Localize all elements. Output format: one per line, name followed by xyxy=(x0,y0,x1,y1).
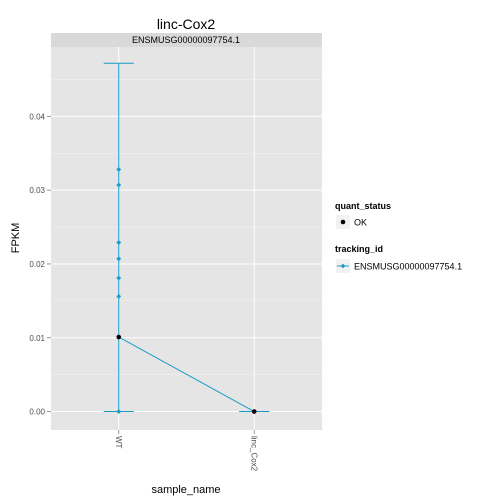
series-layer xyxy=(103,62,270,414)
facet-label: ENSMUSG00000097754.1 xyxy=(132,35,240,45)
replicate-point xyxy=(116,409,122,414)
data-point xyxy=(116,334,122,340)
legend-quant-status-title: quant_status xyxy=(335,201,391,211)
replicate-point xyxy=(116,275,122,281)
legend-tracking-id: tracking_id ENSMUSG00000097754.1 xyxy=(335,244,462,273)
x-tick-label: linc_Cox2 xyxy=(249,436,258,472)
x-axis-title: sample_name xyxy=(151,484,220,496)
y-tick-label: 0.04 xyxy=(29,112,45,121)
y-tick-label: 0.00 xyxy=(29,408,45,417)
replicate-point xyxy=(116,240,122,245)
legend-tracking-id-title: tracking_id xyxy=(335,244,383,254)
y-axis: 0.00 0.01 0.02 0.03 0.04 xyxy=(29,112,51,417)
replicate-point xyxy=(116,256,122,262)
replicate-point xyxy=(116,167,122,172)
facet-strip xyxy=(51,33,322,47)
legend-series-label: ENSMUSG00000097754.1 xyxy=(354,262,462,272)
legend-ok-label: OK xyxy=(354,218,367,228)
x-tick-label: WT xyxy=(114,436,123,449)
x-axis: WT linc_Cox2 xyxy=(114,430,258,472)
legend-ok-point xyxy=(340,219,346,225)
plot-panel xyxy=(51,47,322,430)
y-tick-label: 0.03 xyxy=(29,186,45,195)
series-line xyxy=(118,336,255,412)
chart-title: linc-Cox2 xyxy=(157,16,216,32)
y-tick-label: 0.01 xyxy=(29,334,45,343)
replicate-point xyxy=(116,294,122,299)
y-tick-label: 0.02 xyxy=(29,260,45,269)
legend-series-point xyxy=(340,263,346,269)
legend-quant-status: quant_status OK xyxy=(335,201,391,229)
y-axis-title: FPKM xyxy=(10,223,22,254)
replicate-point xyxy=(116,182,122,188)
data-point xyxy=(251,409,257,414)
